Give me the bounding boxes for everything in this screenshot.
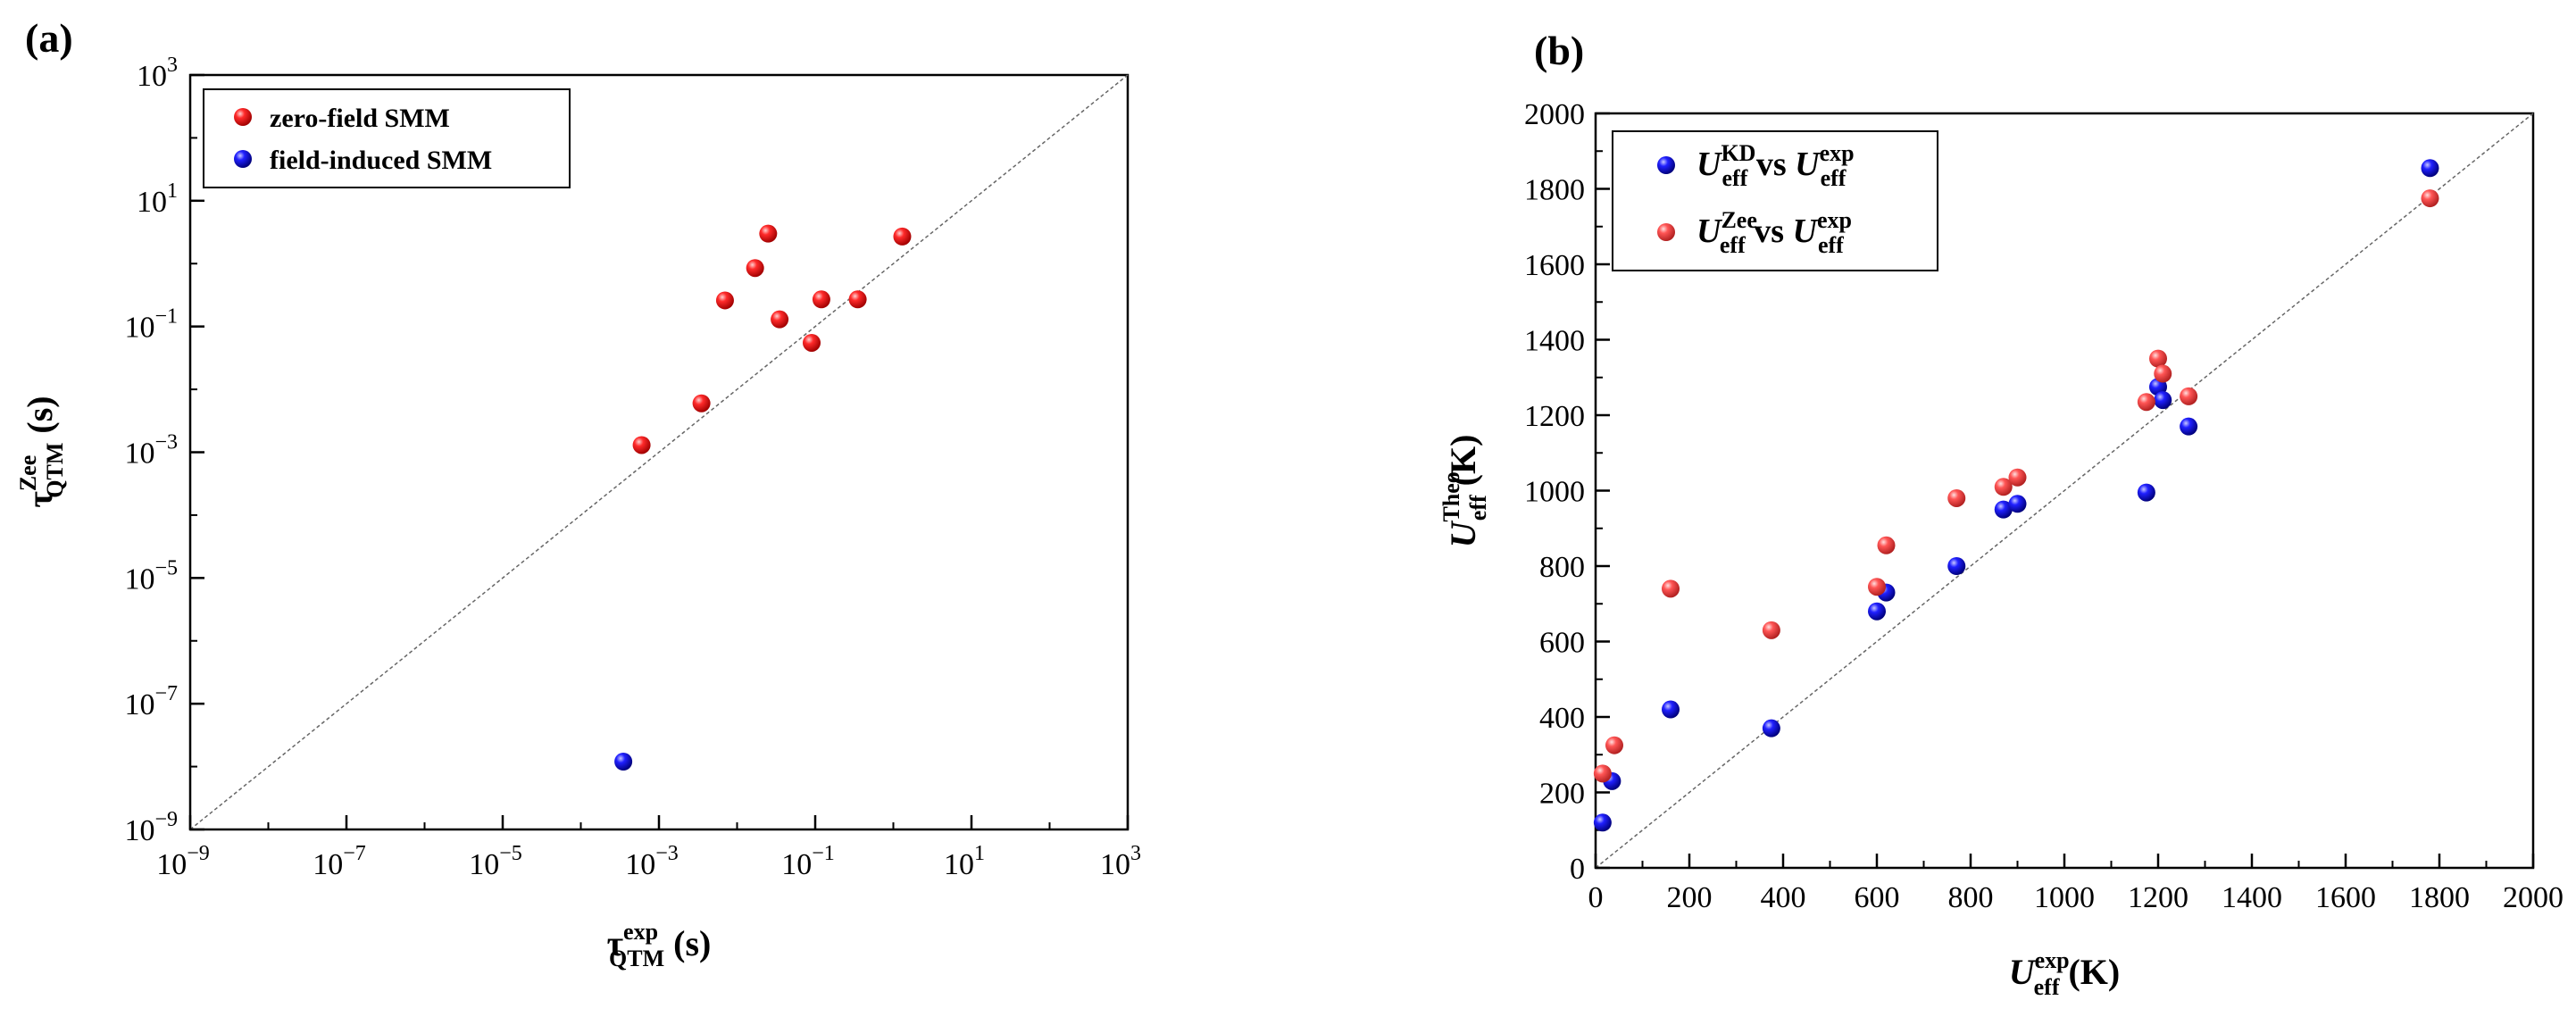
panel-a-x-tick-label: 10−3 (625, 842, 679, 881)
legend-label-zee: UZee eff vs Uexp eff (1696, 207, 1852, 258)
field-induced-smm-point (614, 753, 633, 771)
panel-b-label: (b) (1534, 28, 1584, 73)
zero-field-smm-point (771, 310, 789, 329)
panel-a-y-tick-label: 101 (137, 179, 178, 219)
panel-a-x-tick-label: 10−9 (156, 842, 210, 881)
zee-point (2137, 393, 2155, 412)
panel-a-reference-line (189, 74, 1129, 830)
panel-a-y-tick-label: 10−1 (124, 305, 178, 345)
panel-b-x-tick-label: 2000 (2503, 881, 2563, 914)
panel-a-x-tick-label: 10−1 (781, 842, 835, 881)
panel-b-y-tick-label: 1400 (1524, 325, 1585, 358)
panel-a-x-tick-label: 101 (944, 842, 985, 881)
zee-point (1762, 621, 1780, 639)
zero-field-smm-point (692, 394, 711, 412)
panel-a-y-tick-label: 10−7 (124, 682, 178, 721)
panel-b-legend-box (1612, 130, 1938, 271)
panel-b-y-tick-label: 2000 (1524, 98, 1585, 131)
kd-point (1762, 719, 1780, 738)
panel-a-points (614, 224, 912, 771)
panel-a-label: (a) (25, 15, 73, 61)
panel-a-y-tick-label: 10−3 (124, 431, 178, 471)
kd-point (1593, 813, 1612, 832)
panel-b-y-tick-label: 400 (1539, 702, 1585, 735)
legend-marker-zero-field (234, 108, 252, 126)
zee-point (2154, 364, 2172, 383)
panel-b-y-tick-label: 200 (1539, 778, 1585, 811)
zero-field-smm-point (812, 290, 830, 309)
panel-b-x-tick-label: 800 (1948, 881, 1994, 914)
zero-field-smm-point (893, 227, 912, 246)
panel-a-y-axis-title: τZeeQTM (s) (15, 396, 68, 507)
panel-b-points (1593, 159, 2439, 832)
kd-point (1662, 700, 1680, 719)
panel-b-x-tick-label: 1400 (2222, 881, 2282, 914)
panel-a-y-tick-label: 10−9 (124, 808, 178, 847)
panel-b-x-axis-title: Uexp eff (K) (2009, 947, 2121, 1000)
kd-point (2137, 483, 2155, 502)
panel-b-ticks: 0 200 400 600 800 1000 1200 1400 1600 1800 2000 0 20… (1524, 98, 2563, 914)
zee-point (1593, 764, 1612, 783)
panel-b-y-tick-label: 0 (1570, 853, 1585, 886)
legend-label-field-induced: field-induced SMM (270, 146, 492, 175)
legend-label-zero-field: zero-field SMM (270, 104, 450, 133)
panel-a-legend-box (203, 88, 571, 188)
legend-label-kd: UKD eff vs Uexp eff (1696, 140, 1855, 191)
zero-field-smm-point (848, 290, 867, 309)
panel-b-reference-line (1595, 112, 2534, 869)
zee-point (1868, 578, 1886, 596)
zee-point (2149, 349, 2167, 368)
panel-b-y-tick-label: 600 (1539, 627, 1585, 660)
panel-b-legend: UKD eff vs Uexp eff UZee eff vs Uexp eff (1612, 130, 1938, 271)
kd-point (2154, 391, 2172, 410)
panel-b-x-tick-label: 1200 (2128, 881, 2188, 914)
kd-point (1868, 602, 1886, 621)
panel-a-x-tick-label: 10−5 (469, 842, 522, 881)
panel-b-x-tick-label: 1000 (2034, 881, 2095, 914)
panel-b-x-tick-label: 200 (1667, 881, 1713, 914)
legend-marker-kd (1657, 156, 1675, 174)
panel-a: (a) 10−9 10−7 10−5 10−3 10−1 101 10310−910−710… (15, 15, 1141, 971)
panel-a-x-axis-title: τexp QTM (s) (607, 919, 712, 971)
panel-b-y-tick-label: 1600 (1524, 249, 1585, 282)
panel-a-x-tick-label: 103 (1100, 842, 1141, 881)
panel-b-y-tick-label: 1200 (1524, 400, 1585, 433)
panel-a-legend: zero-field SMM field-induced SMM (203, 88, 571, 188)
zee-point (1662, 579, 1680, 598)
zee-point (2180, 387, 2198, 405)
panel-b-y-tick-label: 1800 (1524, 174, 1585, 207)
panel-b-x-tick-label: 400 (1761, 881, 1806, 914)
panel-b-x-tick-label: 1800 (2409, 881, 2470, 914)
panel-b-y-tick-label: 800 (1539, 551, 1585, 584)
zero-field-smm-point (746, 259, 764, 278)
panel-b-x-tick-label: 1600 (2315, 881, 2376, 914)
panel-a-ticks: 10−9 10−7 10−5 10−3 10−1 101 103 10−9 10−7 10−5 10… (124, 54, 1141, 881)
panel-b-y-axis-title: UTheoeff (K) (1438, 435, 1491, 548)
panel-a-y-tick-label: 103 (137, 54, 178, 93)
zero-field-smm-point (802, 333, 821, 352)
zee-point (2421, 189, 2439, 208)
zee-point (1877, 536, 1896, 554)
panel-b-y-tick-label: 1000 (1524, 476, 1585, 509)
panel-b-x-tick-label: 600 (1855, 881, 1900, 914)
zero-field-smm-point (632, 436, 651, 454)
zero-field-smm-point (715, 291, 734, 310)
kd-point (2008, 495, 2027, 513)
zee-point (2008, 468, 2027, 487)
panel-b: (b) 0 200 400 600 800 1000 1200 1400 1600 1800 200… (1438, 28, 2563, 1000)
zero-field-smm-point (759, 224, 778, 243)
kd-point (1994, 500, 2013, 519)
zee-point (1947, 488, 1966, 507)
panel-a-x-tick-label: 10−7 (313, 842, 366, 881)
kd-point (1947, 557, 1966, 575)
legend-marker-field-induced (234, 150, 252, 168)
kd-point (2180, 417, 2198, 436)
legend-marker-zee (1657, 223, 1675, 241)
panel-b-x-tick-label: 0 (1588, 881, 1604, 914)
panel-a-y-tick-label: 10−5 (124, 556, 178, 596)
kd-point (2421, 159, 2439, 178)
zee-point (1605, 736, 1623, 754)
zee-point (1994, 478, 2013, 496)
